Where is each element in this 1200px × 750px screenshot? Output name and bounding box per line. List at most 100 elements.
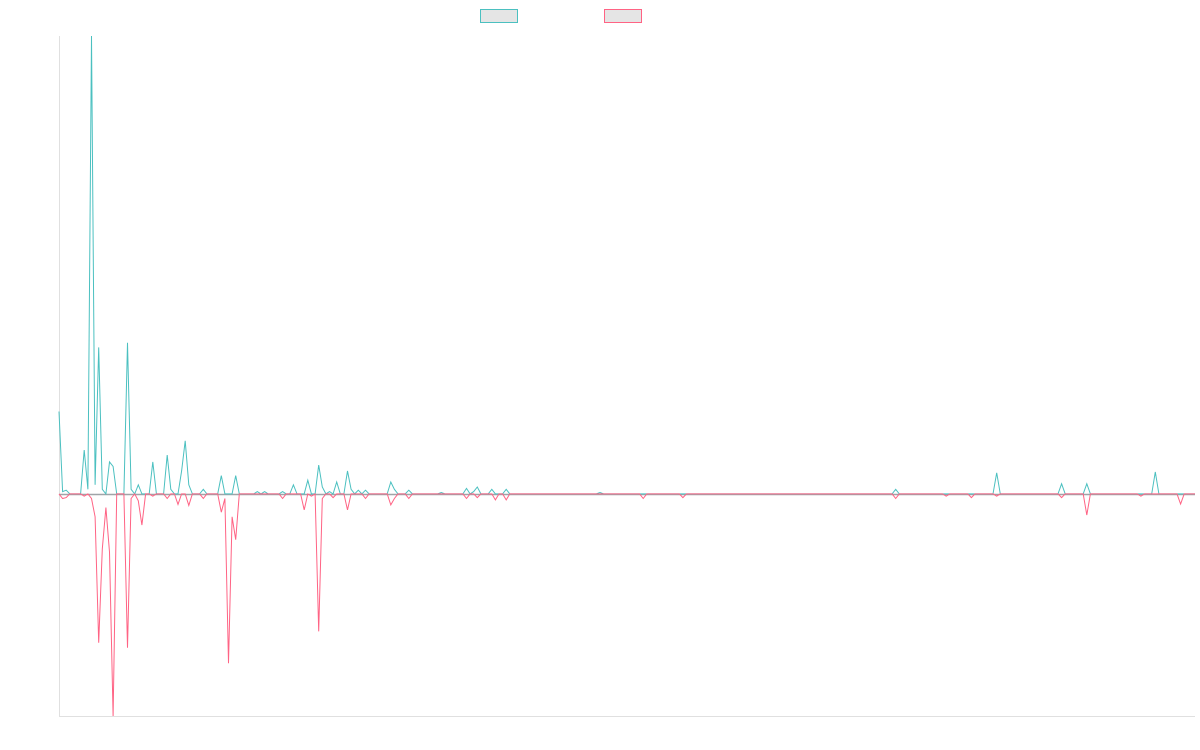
series-1-point[interactable] — [255, 490, 259, 494]
series-2-point[interactable] — [281, 496, 285, 500]
series-1-point[interactable] — [407, 488, 411, 492]
series-1-point[interactable] — [263, 490, 267, 494]
series-1-point[interactable] — [504, 487, 508, 491]
series-1-point[interactable] — [165, 453, 169, 457]
series-1-point[interactable] — [465, 486, 469, 490]
series-2-point[interactable] — [129, 496, 133, 500]
series-2-point[interactable] — [201, 496, 205, 500]
series-1-point[interactable] — [234, 474, 238, 478]
series-2-point[interactable] — [894, 496, 898, 500]
series-2-point[interactable] — [475, 496, 479, 500]
series-2-point[interactable] — [136, 499, 140, 503]
series-1-point[interactable] — [100, 487, 104, 491]
series-1-point[interactable] — [180, 469, 184, 473]
series-2-point[interactable] — [969, 496, 973, 500]
series-1-point[interactable] — [1085, 482, 1089, 486]
series-1-point[interactable] — [93, 483, 97, 487]
series-1-point[interactable] — [97, 345, 101, 349]
series-2-point[interactable] — [944, 494, 948, 498]
series-1-point[interactable] — [335, 480, 339, 484]
series-2-point[interactable] — [681, 496, 685, 500]
series-1-point[interactable] — [472, 490, 476, 494]
series-1-point[interactable] — [86, 487, 90, 491]
series-2-point[interactable] — [111, 714, 115, 718]
series-1-point[interactable] — [57, 409, 61, 413]
series-1-point[interactable] — [894, 487, 898, 491]
series-1-point[interactable] — [64, 488, 68, 492]
series-1-point[interactable] — [349, 487, 353, 491]
series-1-point[interactable] — [107, 460, 111, 464]
series-1-point[interactable] — [317, 463, 321, 467]
series-2-point[interactable] — [317, 629, 321, 633]
series-2-point[interactable] — [1139, 494, 1143, 498]
series-1-point[interactable] — [364, 488, 368, 492]
series-1-point[interactable] — [61, 490, 65, 494]
series-2-point[interactable] — [641, 496, 645, 500]
series-2-point[interactable] — [89, 496, 93, 500]
series-2-point[interactable] — [219, 510, 223, 514]
series-2-point[interactable] — [302, 508, 306, 512]
series-2-point[interactable] — [61, 496, 65, 500]
series-1-point[interactable] — [291, 483, 295, 487]
series-2-point[interactable] — [392, 496, 396, 500]
series-2-point[interactable] — [995, 494, 999, 498]
series-2-point[interactable] — [176, 502, 180, 506]
series-2-point[interactable] — [1060, 496, 1064, 500]
series-1-point[interactable] — [201, 487, 205, 491]
legend-item-series-2[interactable] — [604, 9, 642, 23]
series-2-point[interactable] — [230, 515, 234, 519]
series-1-point[interactable] — [219, 474, 223, 478]
series-1-point[interactable] — [183, 439, 187, 443]
series-2-point[interactable] — [504, 498, 508, 502]
legend-item-series-1[interactable] — [480, 9, 518, 23]
series-2-point[interactable] — [1085, 513, 1089, 517]
series-1-point[interactable] — [306, 478, 310, 482]
series-2-point[interactable] — [389, 503, 393, 507]
series-2-point[interactable] — [331, 496, 335, 500]
series-2-point[interactable] — [1179, 502, 1183, 506]
series-2-point[interactable] — [64, 496, 68, 500]
series-1-point[interactable] — [1153, 470, 1157, 474]
series-2-point[interactable] — [234, 538, 238, 542]
series-2-point[interactable] — [493, 498, 497, 502]
series-2-point[interactable] — [93, 515, 97, 519]
series-2-point[interactable] — [104, 506, 108, 510]
series-1-point[interactable] — [187, 483, 191, 487]
series-2-point[interactable] — [100, 547, 104, 551]
series-1-point[interactable] — [389, 480, 393, 484]
series-1-point[interactable] — [475, 485, 479, 489]
series-2-point[interactable] — [226, 661, 230, 665]
series-2-point[interactable] — [82, 494, 86, 498]
series-1-point[interactable] — [490, 487, 494, 491]
series-1-point[interactable] — [1060, 482, 1064, 486]
series-1-point[interactable] — [126, 341, 130, 345]
series-2-point[interactable] — [320, 496, 324, 500]
series-2-point[interactable] — [346, 508, 350, 512]
series-2-point[interactable] — [107, 550, 111, 554]
series-1-point[interactable] — [392, 487, 396, 491]
series-2-point[interactable] — [151, 494, 155, 498]
series-2-point[interactable] — [364, 496, 368, 500]
series-1-point[interactable] — [320, 485, 324, 489]
series-2-point[interactable] — [140, 523, 144, 527]
series-1-point[interactable] — [151, 460, 155, 464]
series-1-point[interactable] — [169, 487, 173, 491]
series-2-point[interactable] — [165, 496, 169, 500]
series-2-point[interactable] — [126, 646, 130, 650]
series-1-point[interactable] — [327, 490, 331, 494]
series-1-point[interactable] — [129, 487, 133, 491]
series-2-point[interactable] — [223, 496, 227, 500]
series-1-point[interactable] — [995, 471, 999, 475]
series-2-point[interactable] — [465, 496, 469, 500]
series-2-point[interactable] — [407, 496, 411, 500]
series-1-point[interactable] — [136, 483, 140, 487]
series-1-point[interactable] — [346, 469, 350, 473]
series-1-point[interactable] — [281, 490, 285, 494]
series-2-point[interactable] — [309, 494, 313, 498]
series-2-point[interactable] — [187, 503, 191, 507]
series-2-point[interactable] — [97, 641, 101, 645]
series-1-point[interactable] — [111, 464, 115, 468]
series-1-point[interactable] — [356, 488, 360, 492]
series-1-point[interactable] — [89, 34, 93, 38]
series-1-point[interactable] — [82, 448, 86, 452]
